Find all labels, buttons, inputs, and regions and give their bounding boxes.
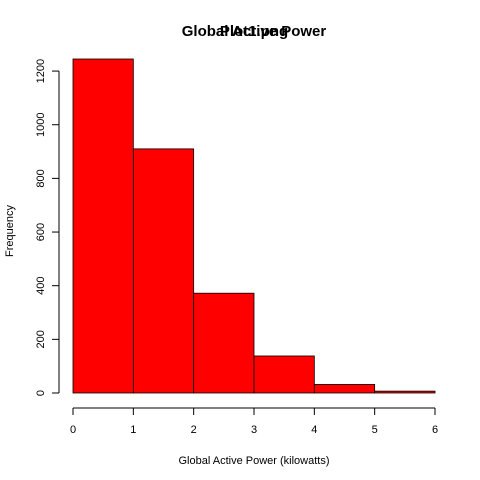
y-tick-label-1: 200 xyxy=(35,330,47,348)
y-tick-label-2: 400 xyxy=(35,277,47,295)
histogram-bar-2 xyxy=(193,292,255,394)
y-tick-label-5: 1000 xyxy=(35,112,47,136)
histogram-bar-4 xyxy=(313,384,376,394)
x-tick-label-0: 0 xyxy=(70,424,76,436)
histogram-bar-1 xyxy=(132,148,195,394)
y-tick-label-6: 1200 xyxy=(35,59,47,83)
chart-overlay-title: Plot1.png xyxy=(220,23,288,40)
x-tick-label-5: 5 xyxy=(372,424,378,436)
histogram-bar-0 xyxy=(72,58,134,394)
histogram-bar-5 xyxy=(374,390,436,394)
bars-group xyxy=(72,58,436,394)
x-tick-label-4: 4 xyxy=(311,424,317,436)
y-tick-label-0: 0 xyxy=(35,390,47,396)
chart-title: Global Active Power xyxy=(182,23,327,40)
x-tick-label-3: 3 xyxy=(251,424,257,436)
x-axis-label: Global Active Power (kilowatts) xyxy=(179,455,330,467)
x-axis: 0 1 2 3 4 5 6 xyxy=(70,407,438,436)
x-tick-label-2: 2 xyxy=(191,424,197,436)
y-tick-label-3: 600 xyxy=(35,223,47,241)
y-tick-label-4: 800 xyxy=(35,169,47,187)
histogram-bar-3 xyxy=(253,355,315,394)
x-tick-label-1: 1 xyxy=(130,424,136,436)
x-tick-label-6: 6 xyxy=(432,424,438,436)
y-axis-label: Frequency xyxy=(4,205,16,257)
y-axis: 0 200 400 600 800 1000 1200 xyxy=(35,59,60,396)
